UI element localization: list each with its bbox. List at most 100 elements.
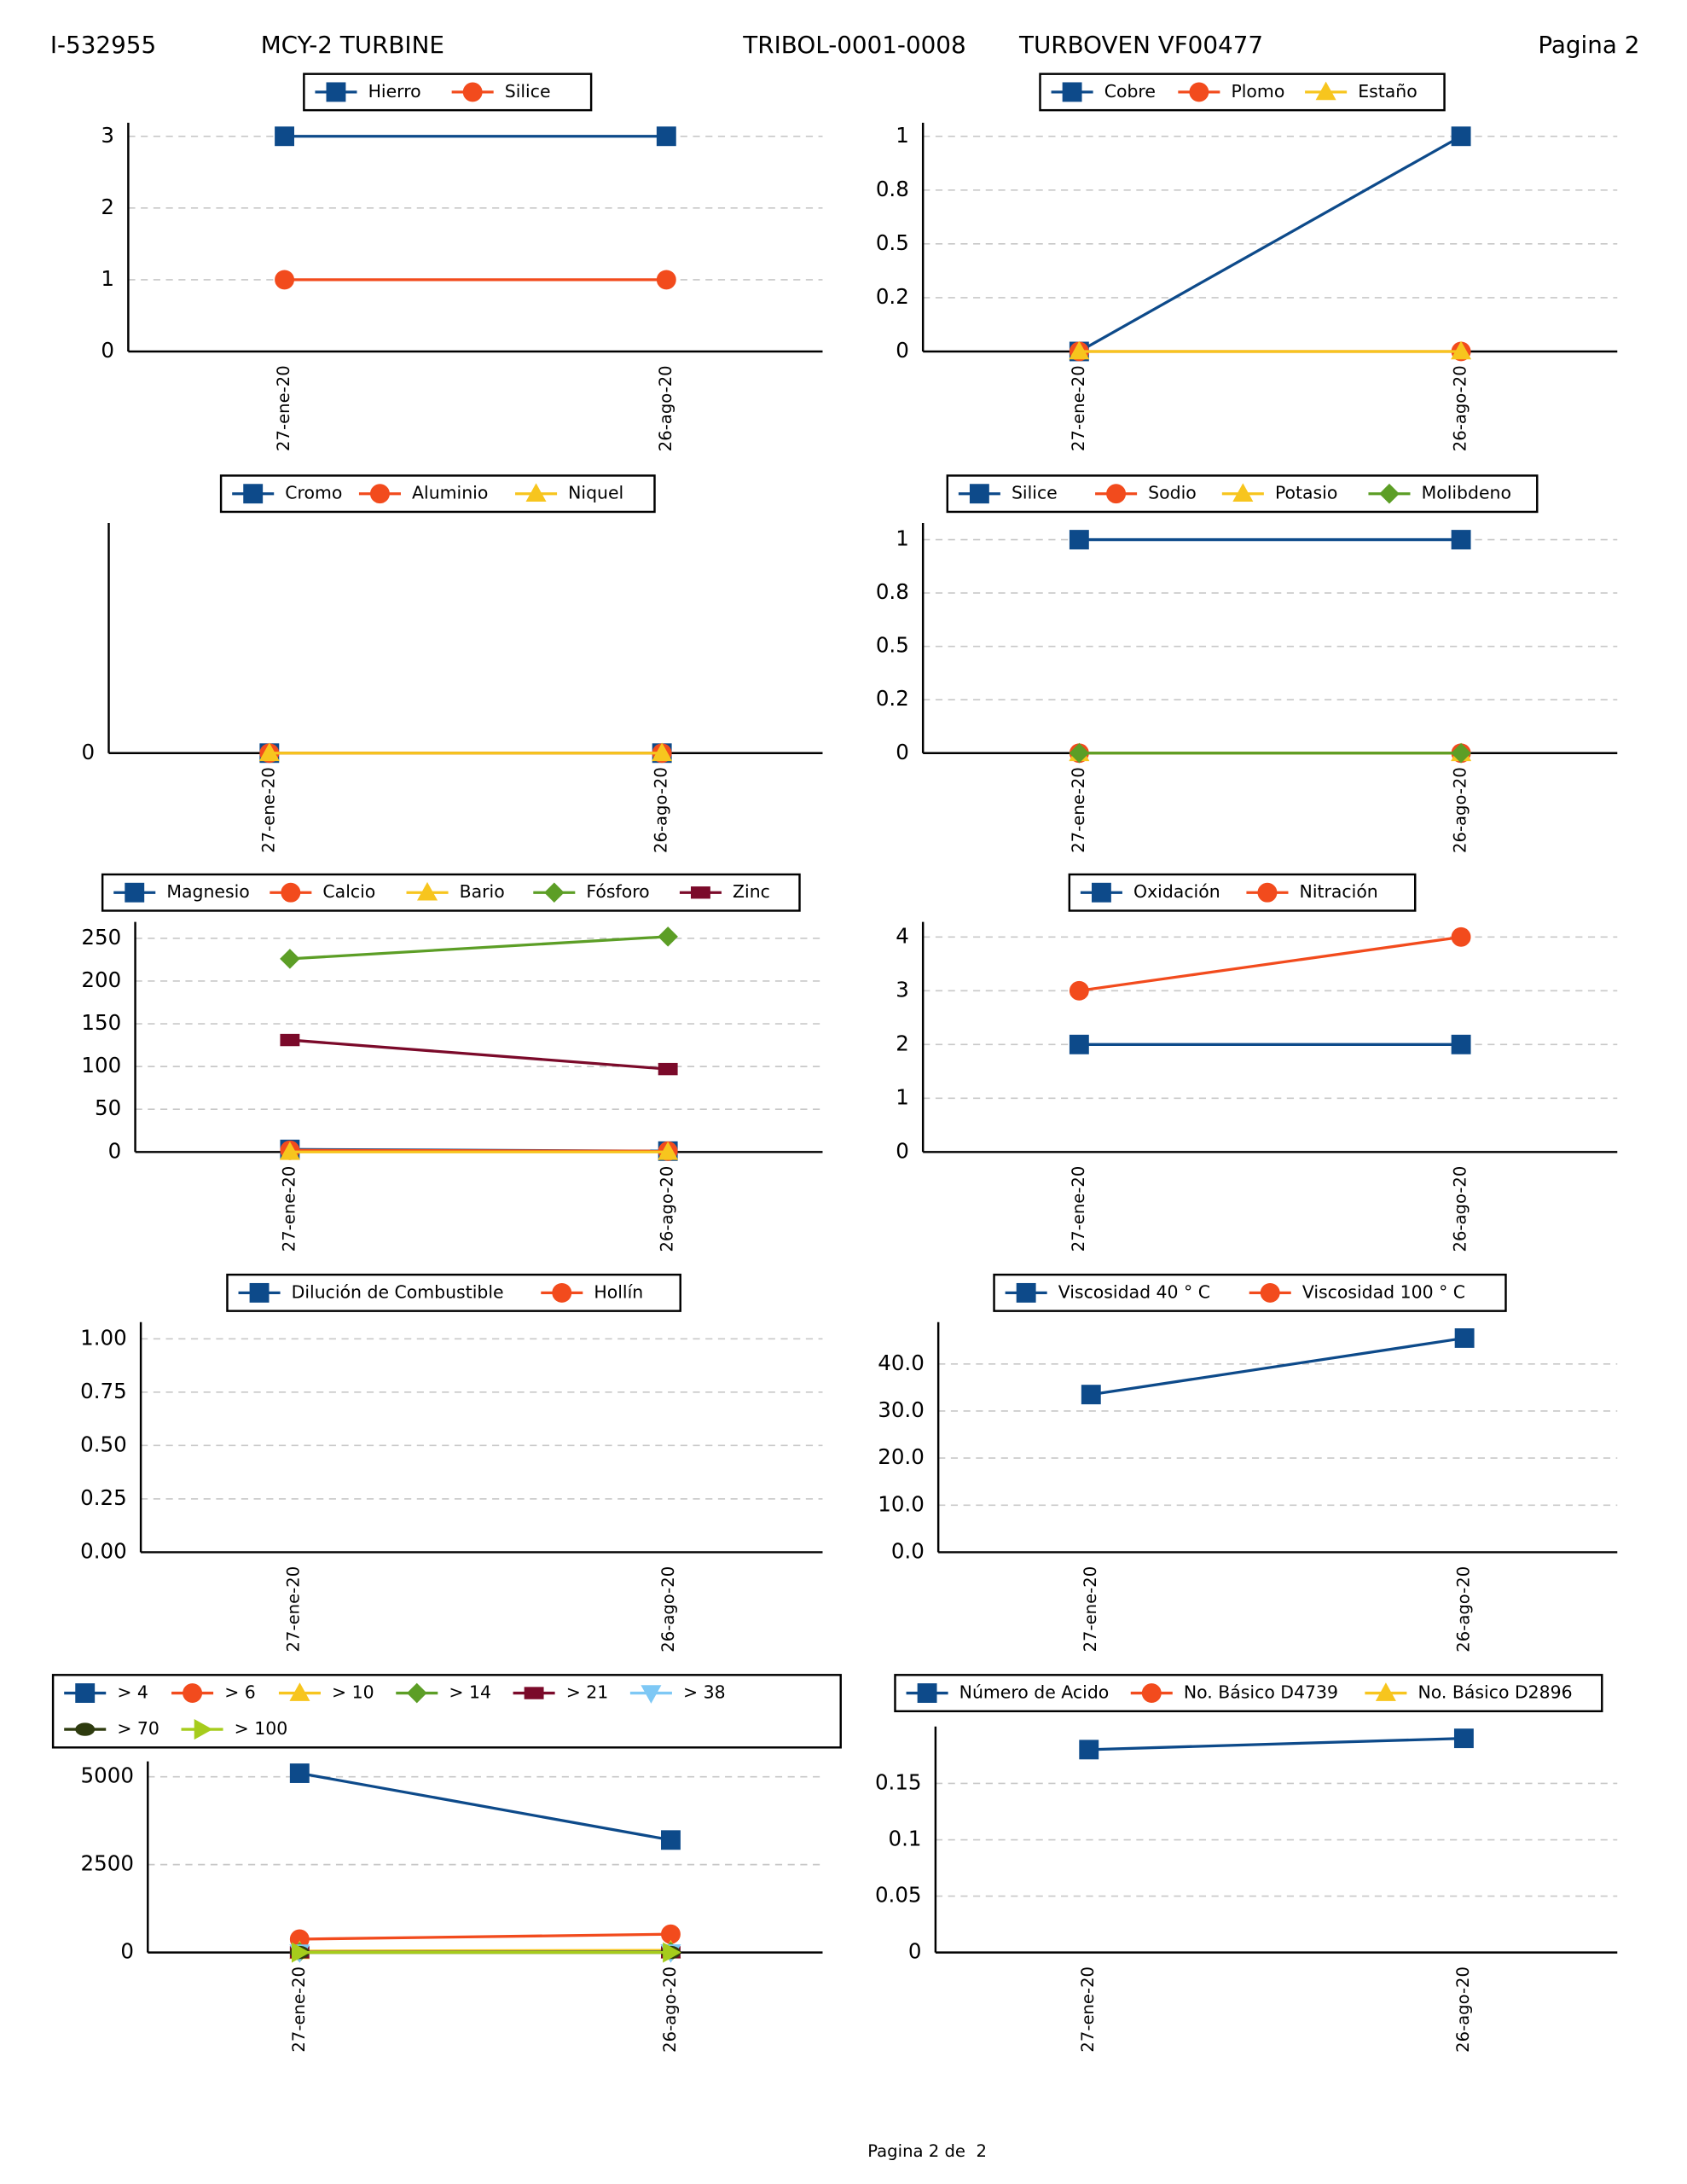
legend-label: Viscosidad 40 ° C	[1058, 1281, 1210, 1302]
marker-triangle	[1232, 483, 1254, 502]
y-tick-label: 0	[82, 740, 96, 764]
marker-triangle	[1315, 81, 1336, 101]
marker-rect	[280, 1033, 300, 1047]
series-line	[1078, 135, 1462, 353]
marker-square	[1079, 1740, 1099, 1760]
legend-label: Zinc	[733, 881, 770, 902]
marker-circle	[1451, 926, 1471, 947]
marker-circle	[1069, 980, 1089, 1001]
x-tick-label: 27-ene-20	[279, 1166, 299, 1252]
series-line	[289, 935, 669, 961]
legend-label: No. Básico D4739	[1184, 1682, 1338, 1703]
legend-label: Hierro	[368, 81, 421, 102]
legend-label: Niquel	[568, 483, 623, 503]
marker-square	[1016, 1282, 1036, 1303]
legend-label: > 38	[683, 1682, 726, 1703]
x-tick-label: 27-ene-20	[283, 1566, 303, 1653]
marker-circle	[462, 82, 483, 102]
marker-diamond	[544, 882, 565, 903]
marker-diamond	[1379, 483, 1400, 504]
legend-label: Silice	[505, 81, 551, 102]
marker-square	[1062, 82, 1082, 102]
marker-circle	[183, 1683, 203, 1704]
y-tick-label: 0	[101, 338, 114, 363]
y-tick-label: 1	[896, 526, 909, 551]
marker-diamond	[1069, 742, 1090, 764]
marker-triangle	[658, 1141, 679, 1160]
legend-label: > 21	[566, 1682, 609, 1703]
y-tick-label: 4	[896, 923, 909, 948]
marker-triangle-right	[194, 1719, 213, 1740]
marker-triangle	[258, 742, 280, 762]
x-tick-label: 27-ene-20	[289, 1966, 309, 2053]
marker-square	[75, 1683, 96, 1704]
legend-label: > 4	[117, 1682, 148, 1703]
marker-rect	[524, 1687, 544, 1699]
y-tick-label: 0.1	[889, 1827, 922, 1851]
y-tick-label: 1	[896, 123, 909, 148]
marker-triangle-down	[641, 1685, 662, 1704]
legend-label: > 100	[235, 1718, 288, 1739]
series-line	[299, 1771, 671, 1842]
x-tick-label: 27-ene-20	[1081, 1566, 1100, 1653]
x-tick-label: 26-ago-20	[652, 767, 671, 853]
page-number: Pagina 2	[1538, 31, 1639, 59]
legend-label: Cobre	[1104, 81, 1156, 102]
series-line	[1079, 935, 1462, 992]
y-tick-label: 0.5	[876, 230, 909, 255]
legend-label: Plomo	[1231, 81, 1284, 102]
marker-triangle	[525, 483, 547, 502]
marker-diamond	[1451, 742, 1471, 764]
marker-square	[1451, 126, 1471, 147]
y-tick-label: 10.0	[878, 1491, 925, 1516]
marker-circle	[1189, 82, 1209, 102]
footer: Pagina 2 de 2	[867, 2141, 987, 2161]
legend-label: Hollín	[594, 1281, 643, 1302]
y-tick-label: 0	[896, 338, 909, 363]
y-tick-label: 0.5	[876, 633, 909, 658]
marker-square	[1069, 530, 1089, 550]
legend-box	[1068, 873, 1417, 912]
series-line	[1091, 1336, 1465, 1397]
y-tick-label: 0.2	[876, 686, 909, 711]
x-tick-label: 27-ene-20	[1069, 365, 1088, 451]
marker-square	[326, 82, 346, 102]
marker-square	[661, 1830, 681, 1850]
marker-triangle	[279, 1141, 300, 1160]
y-tick-label: 0	[896, 1138, 909, 1163]
x-tick-label: 26-ago-20	[1451, 1166, 1470, 1252]
marker-triangle	[1451, 340, 1472, 360]
series-line	[1088, 1736, 1464, 1751]
x-tick-label: 26-ago-20	[656, 365, 675, 451]
x-tick-label: 26-ago-20	[1454, 1566, 1474, 1653]
marker-circle	[1106, 484, 1127, 504]
marker-square	[125, 882, 145, 903]
legend-label: Viscosidad 100 ° C	[1302, 1281, 1465, 1302]
marker-circle	[370, 484, 390, 504]
y-tick-label: 0.75	[80, 1379, 127, 1403]
legend-label: Calcio	[322, 881, 375, 902]
marker-square	[1451, 530, 1471, 550]
x-tick-label: 26-ago-20	[658, 1566, 678, 1653]
x-tick-label: 26-ago-20	[658, 1166, 677, 1252]
marker-circle	[1141, 1683, 1162, 1704]
y-tick-label: 0.05	[875, 1883, 922, 1908]
marker-circle	[275, 270, 295, 290]
y-tick-label: 1.00	[80, 1325, 127, 1350]
y-tick-label: 0.15	[875, 1769, 922, 1794]
y-tick-label: 0.8	[876, 177, 909, 201]
marker-triangle	[289, 1682, 310, 1701]
legend-box	[894, 1674, 1603, 1713]
x-tick-label: 27-ene-20	[1069, 767, 1088, 853]
legend-label: Potasio	[1275, 483, 1337, 503]
y-tick-label: 1	[896, 1084, 909, 1109]
y-tick-label: 2500	[81, 1851, 134, 1876]
y-tick-label: 0.2	[876, 284, 909, 309]
legend-box	[51, 1674, 842, 1749]
legend-label: Silice	[1012, 483, 1058, 503]
marker-square	[917, 1683, 937, 1704]
marker-triangle-right	[663, 1942, 681, 1963]
y-tick-label: 3	[896, 977, 909, 1002]
marker-square	[289, 1763, 310, 1783]
